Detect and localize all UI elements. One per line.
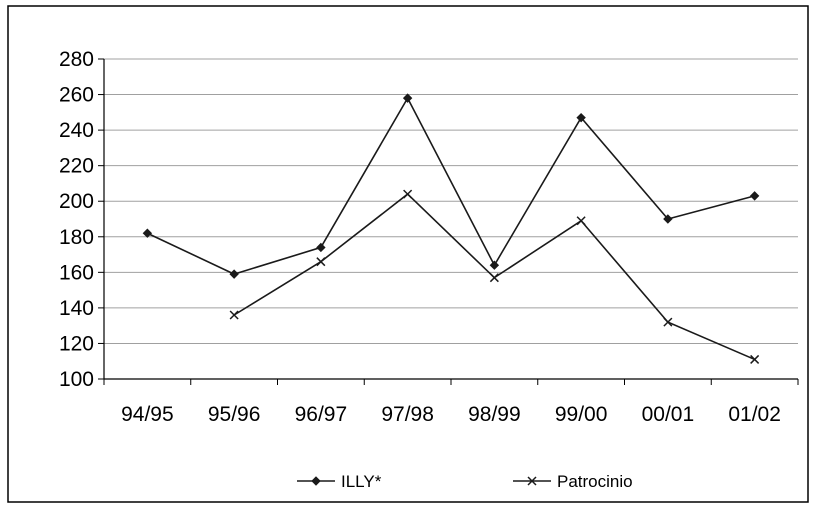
legend-marker <box>311 476 321 486</box>
data-point <box>229 310 239 320</box>
y-tick-label: 180 <box>59 226 94 249</box>
x-tick-labels: 94/95 95/96 96/97 97/98 98/99 99/00 00/01 01/02 <box>121 403 781 426</box>
y-tick-label: 220 <box>59 155 94 178</box>
x-tick-label: 98/99 <box>468 403 521 426</box>
marker-stroke <box>750 354 760 364</box>
data-point <box>576 216 586 226</box>
data-point <box>663 317 673 327</box>
gridlines <box>104 58 798 344</box>
legend: ILLY* Patrocinio <box>297 472 633 491</box>
x-tick-label: 94/95 <box>121 403 174 426</box>
data-point <box>750 354 760 364</box>
data-point <box>402 93 413 103</box>
marker-stroke <box>527 476 537 486</box>
data-point <box>489 260 500 270</box>
legend-label: Patrocinio <box>557 472 633 491</box>
data-point <box>142 228 153 238</box>
marker-stroke <box>663 317 673 327</box>
legend-item: ILLY* <box>297 472 382 491</box>
axes <box>98 58 799 385</box>
y-tick-label: 120 <box>59 332 94 355</box>
chart-frame <box>7 5 809 503</box>
series-illy <box>142 93 760 279</box>
y-tick-label: 260 <box>59 84 94 107</box>
marker-stroke <box>403 189 413 199</box>
legend-label: ILLY* <box>341 472 382 491</box>
marker-stroke <box>316 257 326 267</box>
legend-marker <box>527 476 537 486</box>
marker-stroke <box>489 273 499 283</box>
data-point <box>749 191 760 201</box>
data-point <box>316 257 326 267</box>
x-tick-label: 95/96 <box>208 403 261 426</box>
x-tick-label: 96/97 <box>295 403 348 426</box>
y-tick-label: 100 <box>59 368 94 391</box>
marker-stroke <box>576 216 586 226</box>
x-tick-label: 01/02 <box>728 403 781 426</box>
y-tick-label: 200 <box>59 190 94 213</box>
x-tick-label: 00/01 <box>642 403 695 426</box>
series-group <box>142 93 760 364</box>
marker-stroke <box>229 310 239 320</box>
series-line <box>147 96 755 275</box>
series-patrocinio <box>229 189 760 364</box>
x-tick-label: 97/98 <box>381 403 434 426</box>
y-tick-label: 160 <box>59 261 94 284</box>
y-tick-label: 280 <box>59 48 94 71</box>
data-point <box>663 214 673 224</box>
x-tick-label: 99/00 <box>555 403 608 426</box>
data-point <box>403 189 413 199</box>
legend-item: Patrocinio <box>513 472 633 491</box>
y-tick-label: 140 <box>59 297 94 320</box>
data-point <box>229 269 239 279</box>
data-point <box>576 112 586 123</box>
data-point <box>489 273 499 283</box>
data-point <box>316 242 326 253</box>
y-tick-label: 240 <box>59 119 94 142</box>
y-tick-labels: 100 120 140 160 180 200 220 240 260 280 <box>59 48 94 391</box>
